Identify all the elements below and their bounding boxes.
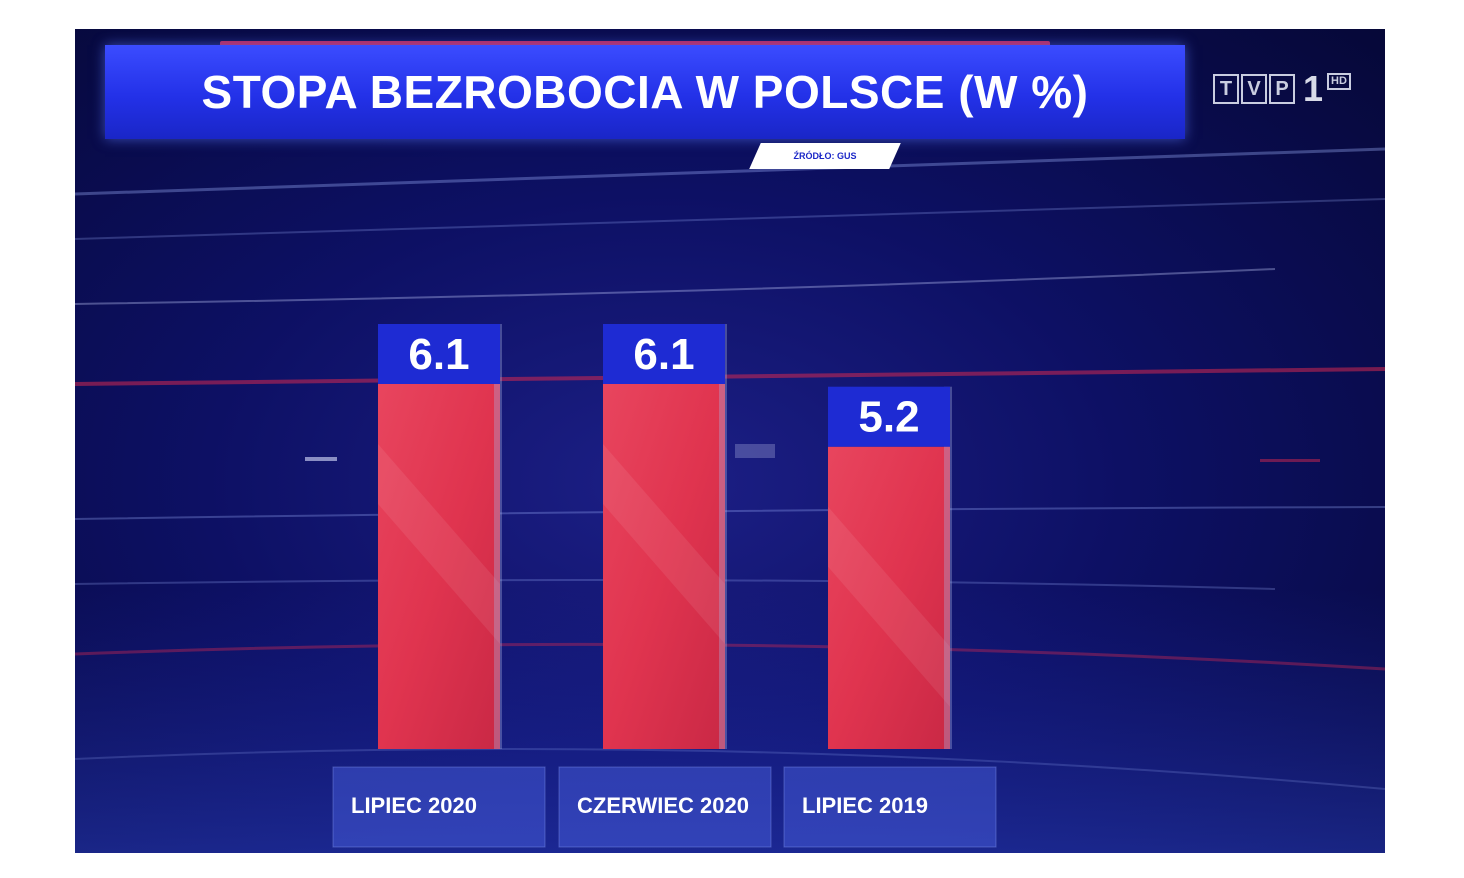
bar xyxy=(603,384,725,749)
value-box xyxy=(378,324,500,384)
bar-side-edge xyxy=(944,386,952,749)
category-plate xyxy=(783,766,997,848)
bar-side-edge xyxy=(719,324,727,749)
value-box xyxy=(828,386,950,447)
logo-letter: T xyxy=(1213,74,1239,104)
bar xyxy=(378,384,500,749)
logo-number: 1 xyxy=(1303,68,1324,109)
bar-group: 6.1 LIPIEC 2020 xyxy=(332,324,546,848)
bar-highlight xyxy=(378,444,500,644)
title-banner xyxy=(105,45,1185,139)
value-box xyxy=(603,324,725,384)
source-label: ŹRÓDŁO: GUS xyxy=(793,151,857,161)
bar-group: 6.1 CZERWIEC 2020 xyxy=(558,324,772,848)
logo-letter: V xyxy=(1241,74,1267,104)
bar xyxy=(828,446,950,749)
bar-highlight xyxy=(828,506,950,707)
bar-group: 5.2 LIPIEC 2019 xyxy=(783,386,997,848)
chart-title: STOPA BEZROBOCIA W POLSCE (W %) xyxy=(201,66,1089,118)
logo-letter: P xyxy=(1269,74,1295,104)
category-label: LIPIEC 2019 xyxy=(802,793,928,818)
broadcast-frame: STOPA BEZROBOCIA W POLSCE (W %) ŹRÓDŁO: … xyxy=(75,29,1385,853)
data-label: 6.1 xyxy=(408,330,469,379)
channel-logo: T V P 1 HD xyxy=(1213,68,1351,109)
bar-highlight xyxy=(603,444,725,644)
hd-badge: HD xyxy=(1327,73,1351,90)
title-accent-line xyxy=(220,41,1050,47)
category-plate xyxy=(558,766,772,848)
bar-chart: 6.1 LIPIEC 2020 6.1 CZERWIEC 2020 5.2 LIPIEC … xyxy=(332,324,997,848)
category-plate xyxy=(332,766,546,848)
data-label: 6.1 xyxy=(633,330,694,379)
category-label: CZERWIEC 2020 xyxy=(577,793,749,818)
data-label: 5.2 xyxy=(858,393,919,442)
studio-background xyxy=(75,147,1385,853)
category-label: LIPIEC 2020 xyxy=(351,793,477,818)
bar-side-edge xyxy=(494,324,502,749)
